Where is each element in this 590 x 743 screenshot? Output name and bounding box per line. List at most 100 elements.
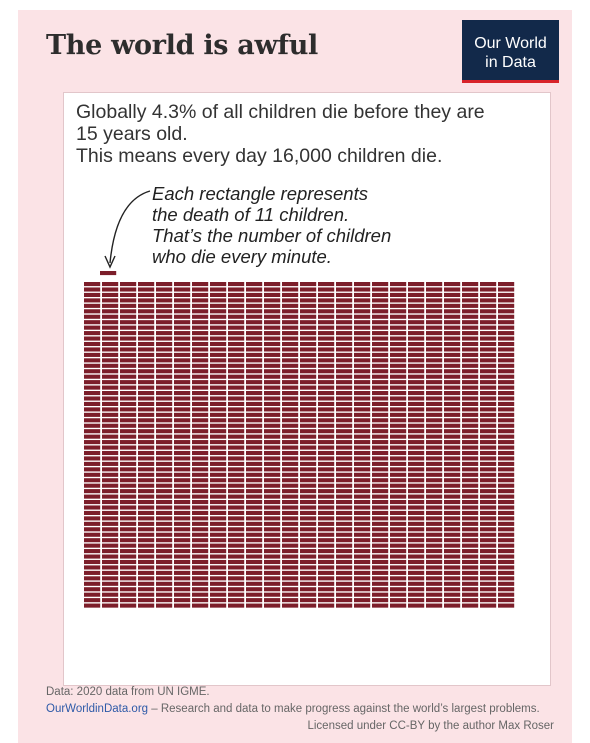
waffle-rect <box>264 418 281 423</box>
waffle-rect <box>264 483 281 488</box>
waffle-rect <box>354 570 371 575</box>
waffle-rect <box>408 527 425 532</box>
waffle-rect <box>426 325 443 330</box>
waffle-rect <box>480 325 497 330</box>
waffle-rect <box>408 363 425 368</box>
waffle-rect <box>462 309 479 314</box>
waffle-rect <box>318 549 335 554</box>
waffle-rect <box>192 396 209 401</box>
waffle-rect <box>156 505 173 510</box>
waffle-rect <box>336 396 353 401</box>
waffle-rect <box>354 374 371 379</box>
waffle-rect <box>192 483 209 488</box>
waffle-rect <box>354 423 371 428</box>
waffle-rect <box>210 303 227 308</box>
waffle-rect <box>354 309 371 314</box>
waffle-rect <box>462 363 479 368</box>
waffle-rect <box>408 510 425 515</box>
waffle-rect <box>102 374 119 379</box>
waffle-rect <box>444 298 461 303</box>
waffle-rect <box>372 483 389 488</box>
waffle-rect <box>156 510 173 515</box>
waffle-rect <box>318 587 335 592</box>
waffle-rect <box>138 352 155 357</box>
waffle-rect <box>264 516 281 521</box>
waffle-rect <box>84 336 101 341</box>
waffle-rect <box>210 538 227 543</box>
waffle-rect <box>174 325 191 330</box>
waffle-rect <box>336 538 353 543</box>
waffle-rect <box>138 325 155 330</box>
waffle-rect <box>480 320 497 325</box>
waffle-rect <box>264 549 281 554</box>
waffle-rect <box>102 549 119 554</box>
waffle-rect <box>102 587 119 592</box>
waffle-rect <box>138 292 155 297</box>
waffle-rect <box>354 429 371 434</box>
waffle-rect <box>480 489 497 494</box>
waffle-rect <box>138 347 155 352</box>
waffle-rect <box>318 521 335 526</box>
waffle-rect <box>156 570 173 575</box>
waffle-rect <box>498 538 515 543</box>
waffle-rect <box>210 396 227 401</box>
waffle-rect <box>426 341 443 347</box>
waffle-rect <box>408 532 425 537</box>
waffle-rect <box>246 461 263 466</box>
waffle-rect <box>192 352 209 357</box>
waffle-rect <box>426 565 443 570</box>
waffle-rect <box>174 570 191 575</box>
waffle-rect <box>390 341 407 347</box>
waffle-rect <box>480 358 497 363</box>
waffle-rect <box>498 412 515 417</box>
waffle-rect <box>444 429 461 434</box>
waffle-rect <box>444 336 461 341</box>
waffle-rect <box>210 412 227 417</box>
waffle-rect <box>498 483 515 488</box>
waffle-rect <box>480 543 497 548</box>
waffle-rect <box>210 570 227 575</box>
waffle-rect <box>228 521 245 526</box>
waffle-rect <box>138 532 155 537</box>
waffle-rect <box>210 489 227 494</box>
waffle-rect <box>174 587 191 592</box>
waffle-rect <box>102 418 119 423</box>
waffle-rect <box>390 570 407 575</box>
waffle-rect <box>264 352 281 357</box>
waffle-rect <box>300 500 317 505</box>
waffle-rect <box>246 445 263 450</box>
waffle-rect <box>282 423 299 428</box>
waffle-rect <box>174 538 191 543</box>
waffle-rect <box>120 467 137 472</box>
waffle-rect <box>156 440 173 445</box>
waffle-rect <box>372 445 389 450</box>
waffle-rect <box>84 450 101 456</box>
waffle-rect <box>228 549 245 554</box>
waffle-rect <box>84 489 101 494</box>
waffle-rect <box>228 581 245 586</box>
site-link[interactable]: OurWorldinData.org <box>46 703 149 715</box>
waffle-rect <box>156 309 173 314</box>
waffle-rect <box>138 510 155 515</box>
waffle-rect <box>282 287 299 292</box>
waffle-rect <box>174 331 191 336</box>
waffle-rect <box>480 592 497 597</box>
waffle-rect <box>408 440 425 445</box>
waffle-rect <box>462 292 479 297</box>
owid-logo[interactable]: Our World in Data <box>462 20 559 83</box>
waffle-rect <box>228 358 245 363</box>
waffle-rect <box>390 472 407 477</box>
waffle-rect <box>138 358 155 363</box>
waffle-rect <box>318 363 335 368</box>
waffle-rect <box>138 320 155 325</box>
waffle-rect <box>444 467 461 472</box>
waffle-rect <box>210 341 227 347</box>
waffle-rect <box>426 516 443 521</box>
waffle-rect <box>228 554 245 559</box>
waffle-rect <box>192 440 209 445</box>
waffle-rect <box>480 347 497 352</box>
waffle-rect <box>210 380 227 385</box>
waffle-rect <box>372 309 389 314</box>
waffle-rect <box>138 527 155 532</box>
waffle-rect <box>354 347 371 352</box>
